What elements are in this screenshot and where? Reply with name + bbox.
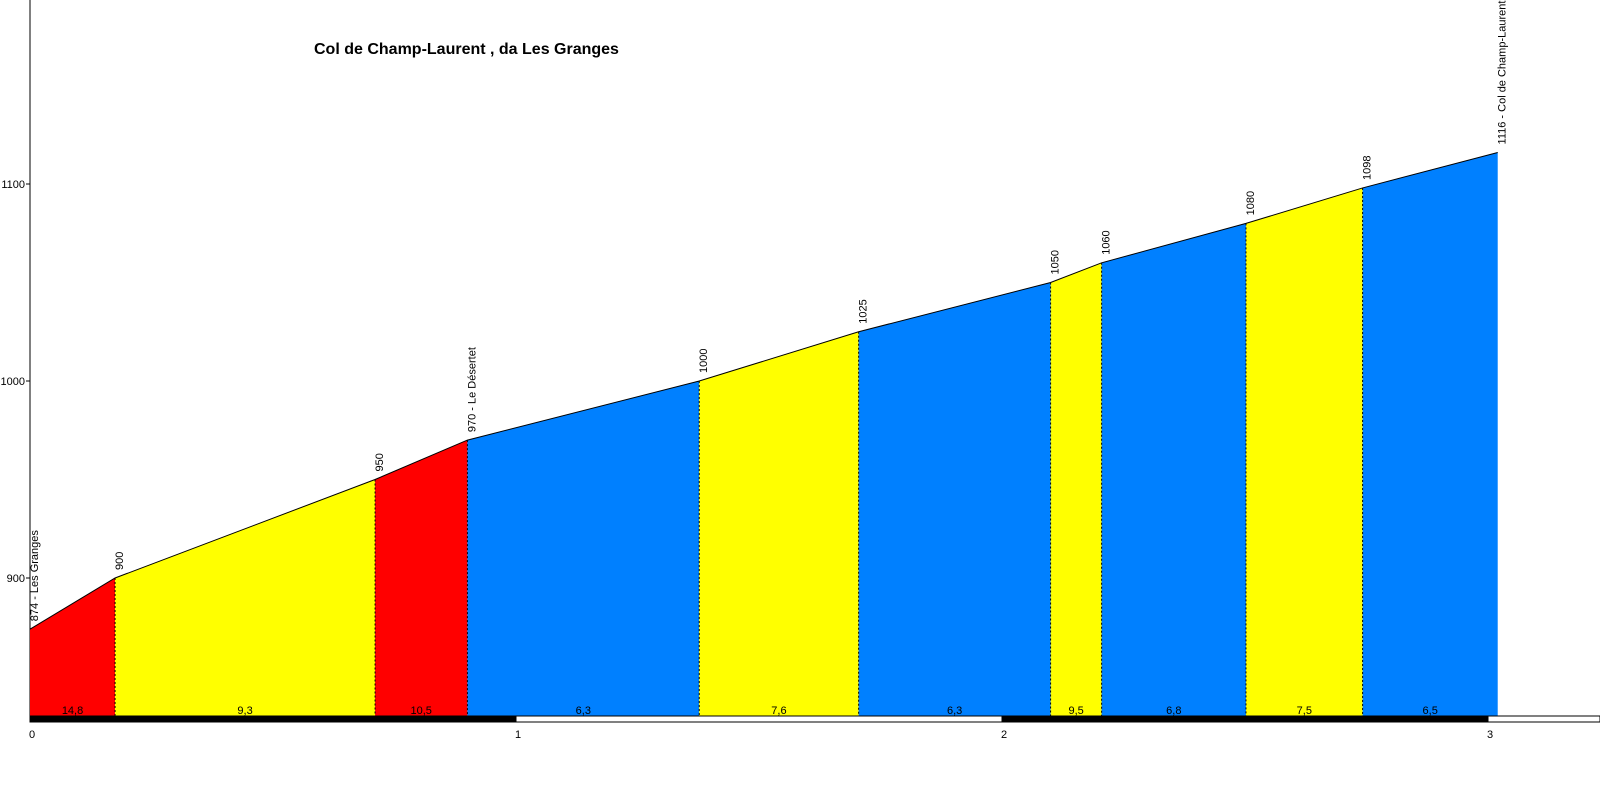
altitude-label: 1080 <box>1245 191 1257 215</box>
x-tick-label: 0 <box>29 729 35 741</box>
grade-label: 10,5 <box>411 705 432 717</box>
segment-area <box>30 578 116 718</box>
scale-bar-block <box>1487 715 1600 723</box>
segment-area <box>1245 187 1363 718</box>
altitude-label: 950 <box>374 453 386 471</box>
x-tick-label: 2 <box>1001 729 1007 741</box>
y-tick-label: 900 <box>7 573 25 585</box>
chart-title: Col de Champ-Laurent , da Les Granges <box>314 41 619 58</box>
segment-area <box>375 440 468 718</box>
profile-segments <box>30 152 1498 719</box>
segment-area <box>699 331 859 718</box>
segment-dividers <box>114 187 1364 718</box>
grade-label: 7,6 <box>771 705 786 717</box>
grade-label: 7,5 <box>1297 705 1312 717</box>
x-axis-ticks: 0 1 2 3 <box>29 729 1493 741</box>
y-tick-label: 1000 <box>1 376 25 388</box>
altitude-label: 1000 <box>698 349 710 373</box>
grade-label: 6,5 <box>1423 705 1438 717</box>
altitude-label: 1116 - Col de Champ-Laurent <box>1497 1 1509 145</box>
altitude-label: 1060 <box>1101 230 1113 254</box>
x-tick-label: 1 <box>515 729 521 741</box>
grade-label: 6,3 <box>576 705 591 717</box>
scale-bar-block <box>29 715 517 723</box>
distance-scale-bar <box>29 715 1600 723</box>
y-tick-label: 1100 <box>1 179 25 191</box>
altitude-label: 874 - Les Granges <box>29 530 41 622</box>
altitude-label: 1050 <box>1050 250 1062 274</box>
segment-area <box>467 381 700 718</box>
grade-label: 9,5 <box>1068 705 1083 717</box>
segment-area <box>115 479 376 718</box>
profile-line <box>29 151 1498 630</box>
altitude-labels: 874 - Les Granges 900 950 970 - Le Désertet… <box>29 1 1509 622</box>
grade-label: 6,3 <box>947 705 962 717</box>
segment-area <box>1050 262 1102 718</box>
altitude-label: 970 - Le Désertet <box>466 347 478 432</box>
grade-labels: 14,8 9,3 10,5 6,3 7,6 6,3 9,5 6,8 7,5 6,5 <box>62 705 1438 717</box>
x-tick-label: 3 <box>1487 729 1493 741</box>
grade-label: 14,8 <box>62 705 83 717</box>
altitude-label: 1025 <box>858 299 870 323</box>
altitude-label: 1098 <box>1362 155 1374 179</box>
y-axis-ticks: 900 1000 1100 <box>1 179 30 585</box>
segment-area <box>1362 152 1498 719</box>
grade-label: 9,3 <box>237 705 252 717</box>
segment-area <box>858 282 1051 718</box>
segment-area <box>1101 223 1246 718</box>
altitude-label: 900 <box>114 552 126 570</box>
grade-label: 6,8 <box>1166 705 1181 717</box>
